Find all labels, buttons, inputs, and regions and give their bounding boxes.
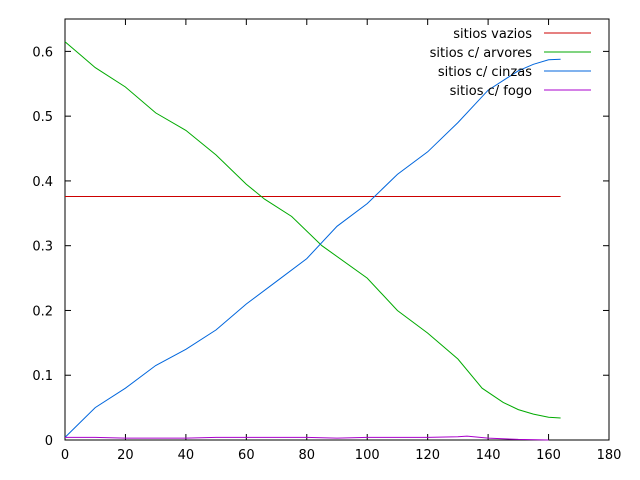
legend-label: sitios c/ arvores xyxy=(430,46,533,61)
plot-area xyxy=(64,18,610,441)
axis-ticks: 0 20 40 60 80 100 120 140 160 180 0 0.1 0.2 0.3 0.4 0.5… xyxy=(32,19,621,463)
x-tick-label: 60 xyxy=(238,448,255,463)
legend-label: sitios c/ cinzas xyxy=(438,65,532,80)
x-tick-label: 180 xyxy=(597,448,622,463)
y-tick-label: 0.3 xyxy=(32,240,53,255)
x-tick-label: 0 xyxy=(61,448,69,463)
legend-label: sitios c/ fogo xyxy=(450,84,532,99)
x-tick-label: 160 xyxy=(536,448,561,463)
series-line-2 xyxy=(64,58,561,438)
legend-label: sitios vazios xyxy=(453,27,532,42)
x-tick-label: 80 xyxy=(299,448,316,463)
y-tick-label: 0.4 xyxy=(32,175,53,190)
series-lines xyxy=(64,41,561,441)
y-tick-label: 0.6 xyxy=(32,45,53,60)
x-tick-label: 120 xyxy=(415,448,440,463)
series-line-1 xyxy=(64,41,561,419)
x-tick-label: 100 xyxy=(355,448,380,463)
y-tick-label: 0 xyxy=(45,434,53,449)
legend: sitios vazios sitios c/ arvores sitios c/ … xyxy=(430,27,591,99)
y-tick-label: 0.1 xyxy=(32,369,53,384)
x-tick-label: 140 xyxy=(476,448,501,463)
y-tick-label: 0.5 xyxy=(32,110,53,125)
series-line-3 xyxy=(65,435,549,441)
y-tick-label: 0.2 xyxy=(32,304,53,319)
x-tick-label: 40 xyxy=(178,448,195,463)
x-tick-label: 20 xyxy=(117,448,134,463)
